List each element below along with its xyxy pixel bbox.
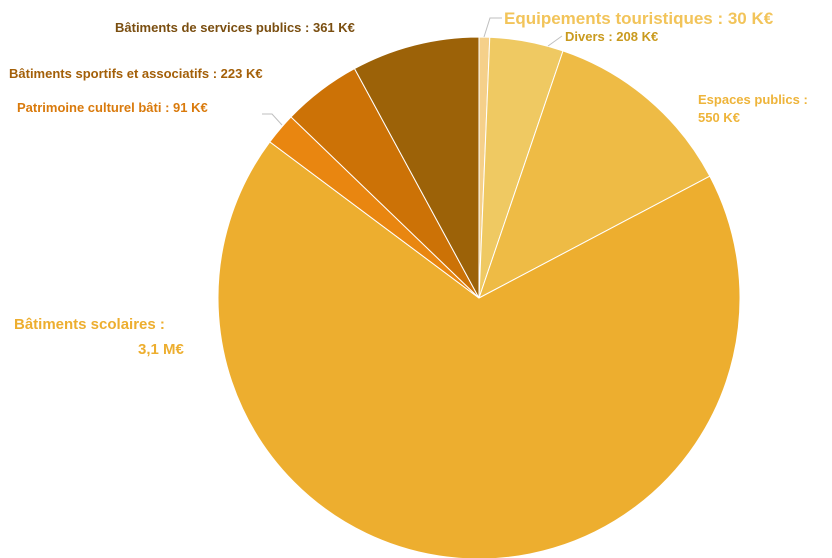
leader-lines <box>262 17 563 126</box>
leader-line-equipements-touristiques <box>483 17 502 38</box>
slice-label-divers: Divers : 208 K€ <box>565 29 658 44</box>
slice-label-batiments-scolaires-line1: Bâtiments scolaires : <box>14 316 165 333</box>
slice-label-patrimoine-culturel: Patrimoine culturel bâti : 91 K€ <box>17 100 208 115</box>
slice-label-equipements-touristiques: Equipements touristiques : 30 K€ <box>504 9 774 28</box>
pie-slice-batiments-de-services-publics <box>353 36 480 299</box>
leader-line-patrimoine-culturel <box>262 113 283 126</box>
pie-slices <box>217 36 741 558</box>
pie-slice-batiments-scolaires <box>217 141 741 558</box>
slice-label-batiments-sportifs: Bâtiments sportifs et associatifs : 223 … <box>9 66 263 81</box>
slice-label-espaces-publics-line1: Espaces publics : <box>698 92 808 107</box>
leader-line-divers <box>547 35 563 47</box>
pie-slice-espaces-publics <box>478 50 711 300</box>
slice-label-batiments-scolaires-line2: 3,1 M€ <box>138 341 185 358</box>
slice-label-batiments-services-publics: Bâtiments de services publics : 361 K€ <box>115 20 355 35</box>
slice-label-espaces-publics-line2: 550 K€ <box>698 110 740 125</box>
